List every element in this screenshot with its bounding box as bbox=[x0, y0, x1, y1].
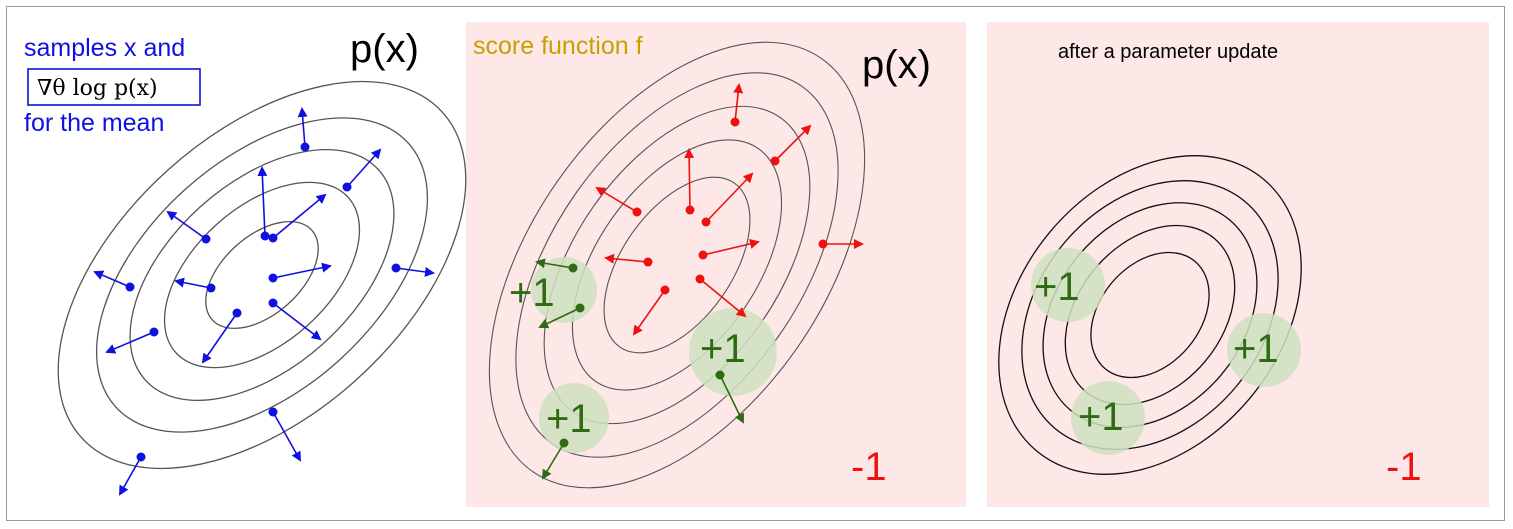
contour-ellipse bbox=[205, 220, 319, 330]
positive-sample-highlight bbox=[689, 308, 777, 396]
score-point bbox=[206, 283, 216, 293]
panel3-plus-label-3: +1 bbox=[1078, 395, 1124, 439]
negative-score-arrow bbox=[705, 172, 754, 223]
negative-score-arrow bbox=[774, 124, 812, 162]
positive-score-point bbox=[568, 263, 578, 273]
negative-score-point bbox=[643, 257, 653, 267]
panel3-plus-circles bbox=[1031, 248, 1301, 455]
positive-score-arrow bbox=[541, 442, 565, 480]
panel2-minus-label: -1 bbox=[851, 445, 887, 489]
score-point bbox=[268, 273, 278, 283]
score-point bbox=[201, 234, 211, 244]
positive-score-arrow bbox=[538, 307, 581, 329]
contour-ellipse bbox=[129, 149, 395, 401]
score-arrow bbox=[119, 456, 142, 496]
score-point bbox=[268, 233, 278, 243]
score-point bbox=[232, 308, 242, 318]
negative-score-arrow bbox=[733, 83, 744, 123]
score-arrow bbox=[93, 270, 131, 288]
positive-score-arrow bbox=[719, 374, 744, 424]
negative-score-arrow bbox=[699, 278, 747, 318]
panel1-sample-arrows bbox=[93, 107, 435, 496]
score-arrow bbox=[272, 411, 301, 462]
panel1-formula: ∇θ log p(x) bbox=[37, 76, 158, 101]
panel2-green-arrows bbox=[535, 258, 744, 480]
score-point bbox=[268, 407, 278, 417]
panel3-caption: after a parameter update bbox=[1058, 41, 1278, 63]
contour-ellipse bbox=[95, 117, 429, 433]
contour-ellipse bbox=[163, 181, 361, 369]
score-arrow bbox=[166, 210, 207, 240]
score-arrow bbox=[105, 331, 155, 354]
negative-score-point bbox=[660, 285, 670, 295]
score-arrow bbox=[272, 302, 322, 341]
score-point bbox=[391, 263, 401, 273]
panel3-minus-label: -1 bbox=[1386, 445, 1422, 489]
score-arrow bbox=[201, 312, 238, 364]
score-point bbox=[260, 231, 270, 241]
score-point bbox=[125, 282, 135, 292]
negative-score-arrow bbox=[604, 253, 649, 264]
panel1: p(x) samples x and ∇θ log p(x) for the m… bbox=[24, 27, 467, 496]
positive-sample-highlight bbox=[1031, 248, 1105, 322]
positive-score-point bbox=[575, 303, 585, 313]
score-point bbox=[136, 452, 146, 462]
panel2-title: p(x) bbox=[862, 43, 931, 87]
positive-score-point bbox=[559, 438, 569, 448]
formula-box bbox=[27, 68, 201, 106]
score-arrow bbox=[257, 166, 268, 237]
negative-score-point bbox=[698, 250, 708, 260]
score-arrow bbox=[346, 148, 382, 188]
negative-score-point bbox=[770, 156, 780, 166]
contour-ellipse bbox=[998, 155, 1302, 475]
panel1-caption-line1: samples x and bbox=[24, 34, 185, 62]
positive-sample-highlight bbox=[1227, 313, 1301, 387]
negative-score-point bbox=[695, 274, 705, 284]
contour-ellipse bbox=[57, 80, 467, 470]
positive-sample-highlight bbox=[1071, 381, 1145, 455]
negative-score-arrow bbox=[684, 148, 695, 211]
panel3-plus-label-1: +1 bbox=[1034, 265, 1080, 309]
score-arrow bbox=[395, 266, 435, 277]
panel2-red-arrows bbox=[595, 83, 864, 336]
positive-score-arrow bbox=[535, 258, 574, 269]
positive-sample-highlight bbox=[539, 383, 609, 453]
score-arrow bbox=[272, 193, 327, 239]
negative-score-point bbox=[818, 239, 828, 249]
score-arrow bbox=[272, 262, 332, 279]
contour-ellipse bbox=[1090, 251, 1210, 379]
panel2-plus-label-3: +1 bbox=[546, 397, 592, 441]
score-arrow bbox=[174, 277, 212, 289]
panel2: +1 +1 +1 score function f p(x) -1 bbox=[473, 32, 931, 489]
negative-score-point bbox=[701, 217, 711, 227]
negative-score-point bbox=[685, 205, 695, 215]
panel1-contours bbox=[57, 80, 467, 470]
score-point bbox=[268, 298, 278, 308]
positive-score-point bbox=[715, 370, 725, 380]
score-point bbox=[300, 142, 310, 152]
panel2-caption: score function f bbox=[473, 32, 643, 60]
panel3-plus-label-2: +1 bbox=[1233, 327, 1279, 371]
negative-score-arrow bbox=[702, 238, 760, 256]
negative-score-arrow bbox=[595, 186, 638, 213]
score-point bbox=[149, 327, 159, 337]
score-arrow bbox=[297, 107, 308, 148]
contour-ellipse bbox=[1021, 180, 1279, 450]
score-point bbox=[342, 182, 352, 192]
panel2-plus-label-2: +1 bbox=[700, 327, 746, 371]
negative-score-point bbox=[730, 117, 740, 127]
panel1-title: p(x) bbox=[350, 27, 419, 71]
panel2-plus-label-1: +1 bbox=[509, 271, 555, 315]
negative-score-arrow bbox=[632, 289, 666, 336]
panel1-caption-line3: for the mean bbox=[24, 109, 164, 137]
negative-score-point bbox=[632, 207, 642, 217]
panel3: +1 +1 +1 after a parameter update -1 bbox=[998, 41, 1422, 489]
